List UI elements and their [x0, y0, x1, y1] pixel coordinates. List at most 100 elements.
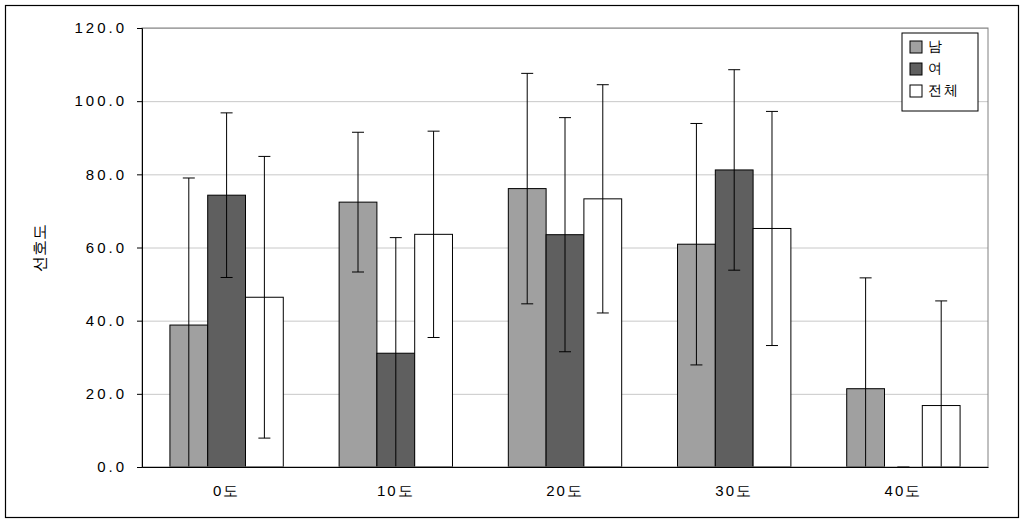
y-tick-label: 0.0: [97, 458, 127, 475]
y-tick-label: 60.0: [86, 239, 127, 256]
y-tick-label: 80.0: [86, 166, 127, 183]
y-tick-mark: [137, 101, 142, 102]
x-tick-label: 40도: [885, 482, 923, 499]
error-cap: [728, 270, 740, 271]
error-line: [358, 132, 359, 272]
error-cap: [935, 300, 947, 301]
y-tick-label: 20.0: [86, 385, 127, 402]
legend: 남여전체: [902, 33, 978, 111]
y-tick-mark: [137, 28, 142, 29]
legend-item: 남: [910, 38, 944, 54]
error-cap: [597, 84, 609, 85]
x-tick: 10도: [377, 467, 415, 499]
error-line: [771, 111, 772, 345]
error-line: [226, 113, 227, 278]
y-tick: 120.0: [74, 19, 142, 36]
x-tick: 30도: [715, 467, 753, 499]
y-tick: 20.0: [86, 385, 142, 402]
error-cap: [221, 277, 233, 278]
x-tick-label: 20도: [546, 482, 584, 499]
chart: 0.0 20.0 40.0 60.0 80.0 100.0 120.0 0도 10도 20도 30도…: [0, 0, 1024, 523]
error-cap: [390, 237, 402, 238]
error-bar: [860, 278, 872, 467]
grid: [142, 29, 988, 468]
outer-frame: [6, 6, 1019, 518]
error-bar: [728, 70, 740, 270]
error-cap: [690, 123, 702, 124]
grid-line: [142, 467, 988, 468]
error-cap: [183, 177, 195, 178]
error-bar: [258, 156, 270, 438]
error-cap: [258, 438, 270, 439]
legend-label: 여: [928, 60, 944, 76]
error-cap: [728, 69, 740, 70]
plot-frame: [142, 28, 988, 467]
error-bar: [183, 178, 195, 467]
error-cap: [428, 337, 440, 338]
error-line: [696, 123, 697, 364]
grid-line: [142, 101, 988, 102]
y-tick: 40.0: [86, 312, 142, 329]
y-tick: 0.0: [97, 458, 142, 475]
error-cap: [597, 312, 609, 313]
error-line: [433, 131, 434, 337]
error-cap: [428, 131, 440, 132]
x-tick: 20도: [546, 467, 584, 499]
legend-label: 전체: [928, 82, 960, 98]
error-bar: [390, 238, 402, 467]
error-bar: [690, 123, 702, 364]
error-line: [865, 278, 866, 467]
error-line: [941, 301, 942, 467]
error-bars: [183, 73, 872, 467]
plot: 0.0 20.0 40.0 60.0 80.0 100.0 120.0 0도 10도 20도 30도…: [74, 19, 988, 510]
error-line: [527, 73, 528, 303]
y-tick-label: 120.0: [74, 19, 127, 36]
y-tick-label: 100.0: [74, 92, 127, 109]
error-cap: [352, 132, 364, 133]
error-bar: [935, 301, 947, 467]
error-bar: [766, 111, 778, 345]
error-cap: [559, 117, 571, 118]
legend-swatch: [910, 85, 922, 97]
y-tick: 80.0: [86, 166, 142, 183]
error-cap: [221, 112, 233, 113]
bar-series: [208, 170, 753, 467]
x-tick: 40도: [885, 467, 923, 499]
y-tick: 100.0: [74, 92, 142, 109]
error-cap: [559, 351, 571, 352]
legend-swatch: [910, 41, 922, 53]
y-tick-label: 40.0: [86, 312, 127, 329]
legend-label: 남: [928, 38, 944, 54]
x-tick: 0도: [213, 467, 240, 499]
error-bar: [597, 85, 609, 313]
error-cap: [521, 73, 533, 74]
error-line: [264, 156, 265, 438]
x-axis-line: [143, 467, 989, 468]
error-bar: [221, 113, 233, 278]
error-bar: [352, 132, 364, 272]
error-cap: [766, 345, 778, 346]
legend-item: 여: [910, 60, 944, 76]
y-axis-title: 선호도: [30, 224, 49, 272]
x-tick-label: 10도: [377, 482, 415, 499]
x-axis: 0도 10도 20도 30도 40도: [143, 467, 989, 499]
x-tick-label: 0도: [213, 482, 240, 499]
error-bar: [559, 118, 571, 352]
error-cap: [521, 303, 533, 304]
y-tick-mark: [137, 248, 142, 249]
y-tick-mark: [137, 174, 142, 175]
legend-swatch: [910, 63, 922, 75]
error-line: [188, 178, 189, 467]
x-tick-label: 30도: [715, 482, 753, 499]
legend-box: [902, 33, 978, 111]
y-axis-line: [137, 29, 143, 468]
error-line: [395, 238, 396, 467]
y-tick-mark: [137, 467, 142, 468]
y-axis: 0.0 20.0 40.0 60.0 80.0 100.0 120.0: [74, 19, 142, 475]
legend-item: 전체: [910, 82, 960, 98]
error-cap: [860, 277, 872, 278]
y-tick-mark: [137, 394, 142, 395]
error-cap: [352, 272, 364, 273]
error-cap: [766, 111, 778, 112]
marks: [170, 70, 960, 467]
